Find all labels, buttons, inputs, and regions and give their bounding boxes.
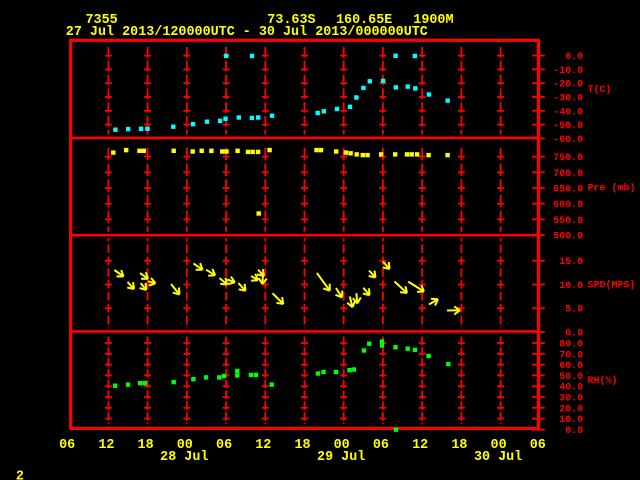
- svg-text:T(C): T(C): [588, 84, 612, 96]
- svg-text:00: 00: [177, 438, 193, 453]
- svg-text:30 Jul: 30 Jul: [474, 450, 522, 465]
- svg-text:29 Jul: 29 Jul: [317, 450, 365, 465]
- svg-text:18: 18: [294, 438, 310, 453]
- svg-text:7355: 7355: [86, 13, 118, 28]
- svg-text:06: 06: [216, 438, 232, 453]
- svg-text:28 Jul: 28 Jul: [160, 450, 208, 465]
- svg-text:18: 18: [451, 438, 467, 453]
- svg-text:0.0: 0.0: [565, 329, 583, 340]
- svg-text:700.0: 700.0: [553, 169, 583, 180]
- svg-text:-50.0: -50.0: [553, 121, 583, 132]
- svg-text:50.0: 50.0: [559, 372, 583, 383]
- svg-text:12: 12: [98, 438, 114, 453]
- svg-text:60.0: 60.0: [559, 361, 583, 372]
- svg-text:06: 06: [373, 438, 389, 453]
- svg-text:600.0: 600.0: [553, 200, 583, 211]
- svg-text:-10.0: -10.0: [553, 66, 583, 77]
- svg-text:RH(%): RH(%): [588, 375, 618, 387]
- svg-text:06: 06: [59, 438, 75, 453]
- svg-text:Pre (mb): Pre (mb): [588, 182, 636, 194]
- svg-text:750.0: 750.0: [553, 153, 583, 164]
- svg-text:70.0: 70.0: [559, 350, 583, 361]
- svg-text:00: 00: [334, 438, 350, 453]
- svg-text:-40.0: -40.0: [553, 107, 583, 118]
- svg-text:12: 12: [412, 438, 428, 453]
- svg-text:73.63S: 73.63S: [267, 13, 315, 28]
- svg-text:1900M: 1900M: [413, 13, 453, 28]
- svg-text:160.65E: 160.65E: [336, 13, 392, 28]
- svg-text:-60.0: -60.0: [553, 135, 583, 146]
- svg-text:18: 18: [138, 438, 154, 453]
- svg-text:00: 00: [491, 438, 507, 453]
- svg-text:06: 06: [530, 438, 546, 453]
- svg-text:0.0: 0.0: [565, 52, 583, 63]
- svg-text:27 Jul 2013/120000UTC - 30 Jul: 27 Jul 2013/120000UTC - 30 Jul 2013/0000…: [66, 25, 428, 40]
- svg-text:10.0: 10.0: [559, 281, 583, 292]
- svg-text:15.0: 15.0: [559, 257, 583, 268]
- svg-text:12: 12: [255, 438, 271, 453]
- svg-text:10.0: 10.0: [559, 415, 583, 426]
- svg-text:550.0: 550.0: [553, 216, 583, 227]
- svg-text:20.0: 20.0: [559, 404, 583, 415]
- svg-text:-30.0: -30.0: [553, 94, 583, 105]
- svg-text:650.0: 650.0: [553, 185, 583, 196]
- svg-text:SPD(MPS): SPD(MPS): [588, 280, 636, 292]
- svg-text:5.0: 5.0: [565, 305, 583, 316]
- svg-text:80.0: 80.0: [559, 340, 583, 351]
- svg-text:2: 2: [16, 469, 24, 480]
- svg-text:40.0: 40.0: [559, 383, 583, 394]
- svg-text:0.0: 0.0: [565, 426, 583, 437]
- svg-text:30.0: 30.0: [559, 394, 583, 405]
- svg-text:500.0: 500.0: [553, 232, 583, 243]
- svg-text:-20.0: -20.0: [553, 80, 583, 91]
